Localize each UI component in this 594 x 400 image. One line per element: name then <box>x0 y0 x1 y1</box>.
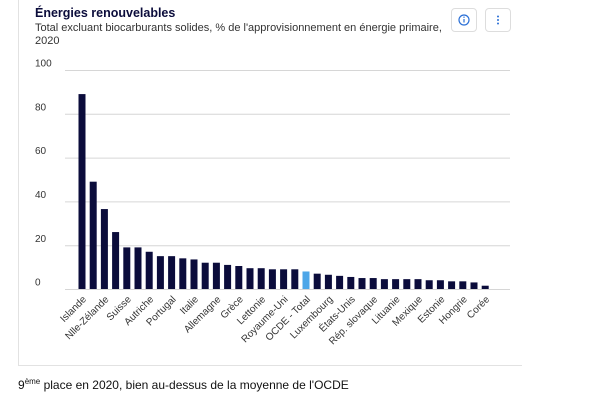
bar <box>291 269 299 289</box>
bar <box>123 247 131 289</box>
bar <box>145 251 153 289</box>
bar <box>448 281 456 289</box>
bar <box>179 258 187 289</box>
bar <box>336 275 344 289</box>
bar <box>403 279 411 289</box>
bar <box>280 269 288 289</box>
bar <box>347 276 355 289</box>
bar <box>470 282 478 289</box>
bar <box>358 278 366 289</box>
info-button[interactable] <box>451 8 477 32</box>
bar <box>302 271 310 289</box>
bar <box>78 94 86 289</box>
bar <box>459 281 467 289</box>
y-tick-label: 0 <box>35 278 41 289</box>
x-tick-label: Corée <box>465 294 492 321</box>
bar <box>89 181 97 289</box>
y-tick-label: 20 <box>35 234 47 245</box>
bar <box>134 247 142 289</box>
bar <box>369 278 377 289</box>
bar <box>246 268 254 289</box>
bar <box>436 280 444 289</box>
y-tick-label: 60 <box>35 146 47 157</box>
bar <box>190 259 198 289</box>
bar <box>212 262 220 289</box>
y-tick-label: 80 <box>35 102 47 113</box>
y-tick-label: 40 <box>35 190 47 201</box>
bar <box>156 256 164 289</box>
bar <box>313 273 321 289</box>
bar <box>168 256 176 289</box>
bar <box>380 279 388 289</box>
bar <box>425 280 433 289</box>
caption-suffix: ème <box>24 377 41 386</box>
menu-icon <box>497 15 499 25</box>
bar <box>112 232 120 289</box>
bar <box>392 279 400 289</box>
bar <box>257 268 265 289</box>
bar <box>235 266 243 289</box>
caption-rank: 9 <box>18 378 25 392</box>
caption: 9ème place en 2020, bien au-dessus de la… <box>18 377 349 392</box>
chart-subtitle: Total excluant biocarburants solides, % … <box>35 22 442 47</box>
info-icon <box>458 14 470 26</box>
caption-text: place en 2020, bien au-dessus de la moye… <box>40 378 349 392</box>
bar <box>268 269 276 289</box>
bar <box>324 274 332 289</box>
bar <box>224 264 232 289</box>
bar <box>100 209 108 289</box>
menu-button[interactable] <box>485 8 511 32</box>
bar <box>201 262 209 289</box>
bar <box>481 285 489 289</box>
y-tick-label: 100 <box>35 59 52 70</box>
chart-title: Énergies renouvelables <box>35 6 176 20</box>
bar <box>414 279 422 289</box>
